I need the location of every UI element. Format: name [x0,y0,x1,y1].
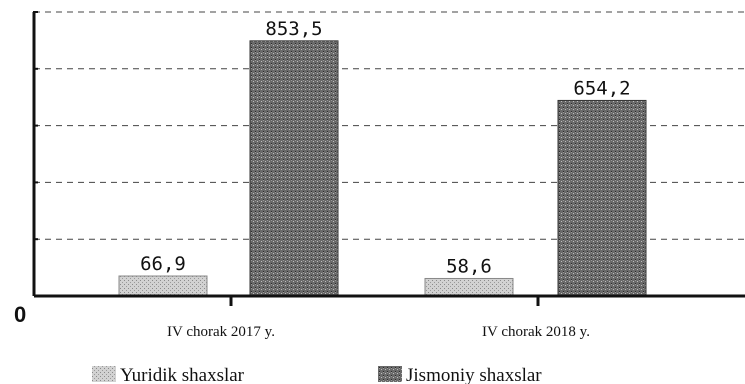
x-ticks [229,296,540,306]
legend-label-yuridik: Yuridik shaxslar [120,365,245,384]
legend-label-jismoniy: Jismoniy shaxslar [406,365,542,384]
bar-jismoniy-0 [249,40,339,297]
value-label-yuridik-1: 58,6 [446,255,492,277]
bar-yuridik-0 [118,275,208,297]
value-labels: 66,9 853,5 58,6 654,2 [140,18,630,278]
category-label-2017: IV chorak 2017 y. [167,324,275,340]
category-labels: IV chorak 2017 y. IV chorak 2018 y. [167,324,590,340]
y-ticks [33,11,38,241]
value-label-jismoniy-0: 853,5 [265,18,322,40]
value-label-jismoniy-1: 654,2 [573,77,630,99]
category-label-2018: IV chorak 2018 y. [482,324,590,340]
legend: Yuridik shaxslar Jismoniy shaxslar [92,365,542,384]
value-label-yuridik-0: 66,9 [140,253,186,275]
y-origin-label: 0 [14,302,26,327]
bar-jismoniy-1 [557,99,647,297]
legend-swatch-yuridik [92,366,116,382]
gridlines [34,11,745,240]
bars-group [118,40,647,297]
legend-swatch-jismoniy [378,366,402,382]
bar-yuridik-1 [424,277,514,297]
